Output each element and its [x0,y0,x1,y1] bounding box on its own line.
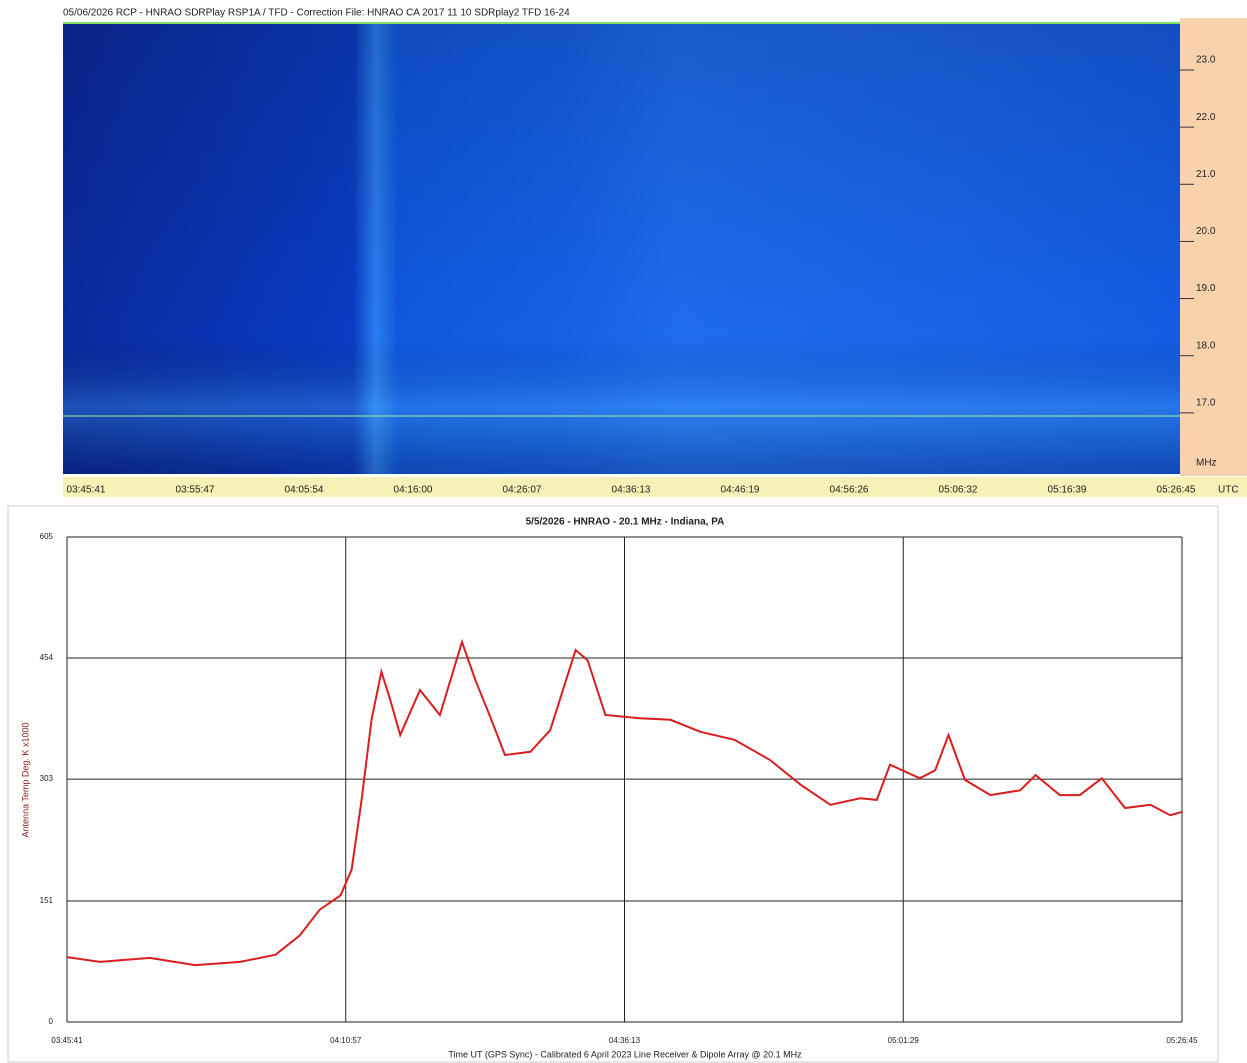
y-axis-label: Antenna Temp Deg. K x1000 [20,723,30,838]
freq-axis-panel [1180,18,1247,476]
x-tick-label: 05:06:32 [939,485,978,496]
y-tick-label: 20.0 [1196,226,1216,237]
line-series [66,638,1183,967]
y-tick-label: 22.0 [1196,112,1216,123]
y-tick-label: 23.0 [1196,55,1216,66]
spectrogram-title: 05/06/2026 RCP - HNRAO SDRPlay RSP1A / T… [63,8,570,19]
y-tick-label: 18.0 [1196,340,1216,351]
line-chart-frame [7,505,1219,1063]
x-tick-label: 05:26:45 [1166,1036,1198,1045]
x-tick-label: 04:16:00 [394,485,433,496]
line-chart-title: 5/5/2026 - HNRAO - 20.1 MHz - Indiana, P… [526,517,725,528]
x-tick-label: 04:36:13 [609,1036,641,1045]
x-tick-label: 04:26:07 [503,485,542,496]
x-tick-label: 05:01:29 [888,1036,920,1045]
x-tick-label: 04:10:57 [330,1036,362,1045]
x-tick-label: 03:55:47 [176,485,215,496]
x-tick-label: 04:36:13 [612,485,651,496]
x-axis-unit: UTC [1218,485,1239,496]
x-axis-label: Time UT (GPS Sync) - Calibrated 6 April … [448,1049,802,1059]
y-tick-label: 454 [40,653,54,662]
y-tick-label: 605 [40,532,54,541]
y-tick-label: 19.0 [1196,283,1216,294]
y-tick-label: 0 [49,1017,54,1026]
y-tick-label: 303 [40,774,54,783]
x-tick-label: 04:56:26 [830,485,869,496]
x-tick-label: 05:16:39 [1048,485,1087,496]
x-tick-label: 03:45:41 [67,485,106,496]
y-tick-label: 21.0 [1196,169,1216,180]
x-tick-label: 04:05:54 [285,485,324,496]
x-tick-label: 03:45:41 [51,1036,83,1045]
y-tick-label: 151 [40,896,54,905]
x-tick-label: 04:46:19 [721,485,760,496]
spectrogram-shade [63,22,1180,474]
x-tick-label: 05:26:45 [1157,485,1196,496]
time-axis-panel [63,477,1247,497]
y-tick-label: 17.0 [1196,397,1216,408]
y-axis-unit: MHz [1196,458,1217,469]
